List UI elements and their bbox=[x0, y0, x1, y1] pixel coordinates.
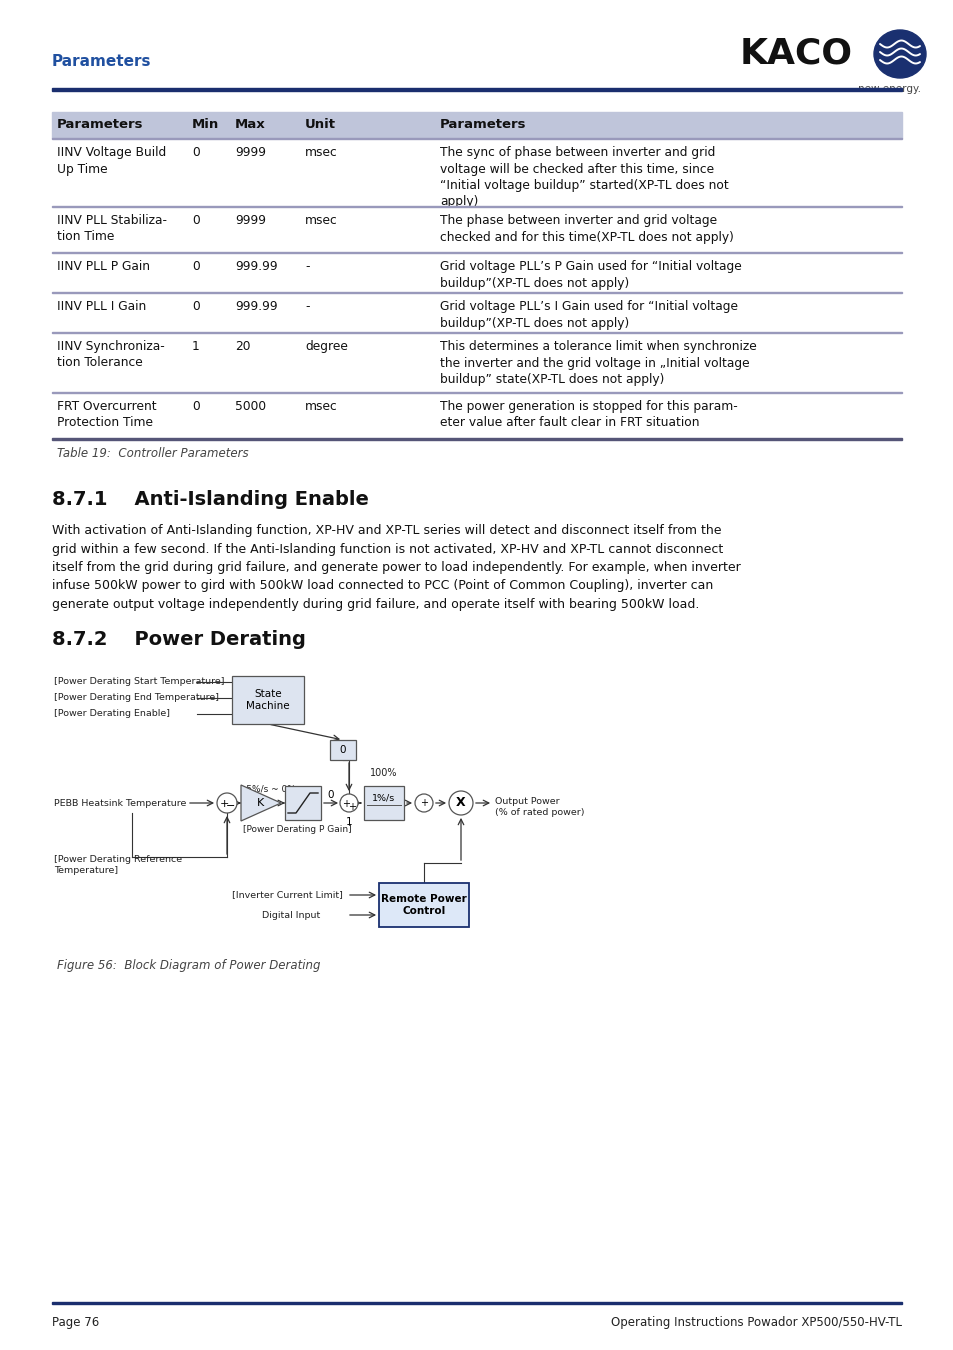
Text: 0: 0 bbox=[192, 215, 199, 227]
Text: [Power Derating P Gain]: [Power Derating P Gain] bbox=[243, 825, 352, 834]
Text: Remote Power
Control: Remote Power Control bbox=[381, 894, 466, 917]
Text: 1%/s: 1%/s bbox=[372, 794, 395, 802]
Ellipse shape bbox=[873, 30, 925, 78]
Text: 100%: 100% bbox=[370, 768, 397, 778]
Text: The power generation is stopped for this param-
eter value after fault clear in : The power generation is stopped for this… bbox=[439, 400, 737, 429]
Text: msec: msec bbox=[305, 146, 337, 159]
Text: 1: 1 bbox=[345, 817, 352, 828]
Text: +: + bbox=[219, 799, 229, 809]
Text: +: + bbox=[348, 802, 355, 811]
Text: K: K bbox=[257, 798, 264, 809]
Text: 0: 0 bbox=[192, 300, 199, 313]
Text: The sync of phase between inverter and grid
voltage will be checked after this t: The sync of phase between inverter and g… bbox=[439, 146, 728, 208]
Text: msec: msec bbox=[305, 400, 337, 413]
Text: IINV Voltage Build
Up Time: IINV Voltage Build Up Time bbox=[57, 146, 166, 176]
Text: X: X bbox=[456, 796, 465, 810]
Text: [Power Derating Enable]: [Power Derating Enable] bbox=[54, 710, 170, 718]
Circle shape bbox=[415, 794, 433, 811]
Text: Output Power
(% of rated power): Output Power (% of rated power) bbox=[495, 796, 584, 817]
Bar bbox=[285, 786, 320, 819]
Text: +: + bbox=[341, 799, 350, 809]
Polygon shape bbox=[241, 784, 281, 821]
Circle shape bbox=[339, 794, 357, 811]
Text: Table 19:  Controller Parameters: Table 19: Controller Parameters bbox=[57, 447, 249, 460]
Text: KACO: KACO bbox=[740, 36, 852, 72]
Text: 9999: 9999 bbox=[234, 146, 266, 159]
Text: 0: 0 bbox=[192, 261, 199, 273]
Text: new energy.: new energy. bbox=[857, 84, 920, 95]
Text: With activation of Anti-Islanding function, XP-HV and XP-TL series will detect a: With activation of Anti-Islanding functi… bbox=[52, 524, 740, 612]
Text: State
Machine: State Machine bbox=[246, 688, 290, 711]
Text: Max: Max bbox=[234, 119, 266, 131]
Text: -: - bbox=[305, 300, 309, 313]
Text: Parameters: Parameters bbox=[439, 119, 526, 131]
Text: Parameters: Parameters bbox=[52, 54, 152, 69]
Text: 999.99: 999.99 bbox=[234, 261, 277, 273]
Text: This determines a tolerance limit when synchronize
the inverter and the grid vol: This determines a tolerance limit when s… bbox=[439, 340, 756, 386]
Text: Unit: Unit bbox=[305, 119, 335, 131]
Text: Operating Instructions Powador XP500/550-HV-TL: Operating Instructions Powador XP500/550… bbox=[610, 1316, 901, 1328]
Text: 20: 20 bbox=[234, 340, 251, 352]
Text: 999.99: 999.99 bbox=[234, 300, 277, 313]
Text: 0: 0 bbox=[192, 400, 199, 413]
Text: 0: 0 bbox=[339, 745, 346, 755]
Text: −: − bbox=[226, 801, 235, 811]
Text: IINV Synchroniza-
tion Tolerance: IINV Synchroniza- tion Tolerance bbox=[57, 340, 165, 370]
Text: Parameters: Parameters bbox=[57, 119, 143, 131]
Text: [Inverter Current Limit]: [Inverter Current Limit] bbox=[232, 891, 342, 899]
Text: FRT Overcurrent
Protection Time: FRT Overcurrent Protection Time bbox=[57, 400, 156, 429]
Bar bbox=[232, 676, 304, 724]
Text: -: - bbox=[305, 261, 309, 273]
Bar bbox=[364, 786, 403, 819]
Text: 0: 0 bbox=[328, 790, 334, 801]
Text: IINV PLL I Gain: IINV PLL I Gain bbox=[57, 300, 146, 313]
Text: [Power Derating Reference
Temperature]: [Power Derating Reference Temperature] bbox=[54, 855, 182, 875]
Text: PEBB Heatsink Temperature: PEBB Heatsink Temperature bbox=[54, 798, 186, 807]
Text: degree: degree bbox=[305, 340, 348, 352]
Text: -5%/s ~ 0%: -5%/s ~ 0% bbox=[243, 784, 295, 792]
Text: 5000: 5000 bbox=[234, 400, 266, 413]
Bar bbox=[52, 112, 901, 138]
Bar bbox=[52, 437, 901, 440]
Text: 8.7.2    Power Derating: 8.7.2 Power Derating bbox=[52, 630, 306, 649]
Text: Min: Min bbox=[192, 119, 219, 131]
Text: The phase between inverter and grid voltage
checked and for this time(XP-TL does: The phase between inverter and grid volt… bbox=[439, 215, 733, 243]
Text: Digital Input: Digital Input bbox=[262, 910, 320, 919]
Text: 8.7.1    Anti-Islanding Enable: 8.7.1 Anti-Islanding Enable bbox=[52, 490, 369, 509]
Text: [Power Derating End Temperature]: [Power Derating End Temperature] bbox=[54, 694, 219, 702]
Bar bbox=[52, 88, 901, 90]
Bar bbox=[52, 1301, 901, 1304]
Text: Figure 56:  Block Diagram of Power Derating: Figure 56: Block Diagram of Power Derati… bbox=[57, 958, 320, 972]
Text: IINV PLL P Gain: IINV PLL P Gain bbox=[57, 261, 150, 273]
Text: Page 76: Page 76 bbox=[52, 1316, 99, 1328]
Bar bbox=[330, 740, 355, 760]
Circle shape bbox=[216, 792, 236, 813]
Text: 0: 0 bbox=[192, 146, 199, 159]
Circle shape bbox=[449, 791, 473, 815]
Text: msec: msec bbox=[305, 215, 337, 227]
Text: Grid voltage PLL’s P Gain used for “Initial voltage
buildup”(XP-TL does not appl: Grid voltage PLL’s P Gain used for “Init… bbox=[439, 261, 741, 289]
Bar bbox=[378, 883, 469, 927]
Text: [Power Derating Start Temperature]: [Power Derating Start Temperature] bbox=[54, 678, 224, 687]
Text: +: + bbox=[419, 798, 428, 809]
Text: 9999: 9999 bbox=[234, 215, 266, 227]
Text: 1: 1 bbox=[192, 340, 199, 352]
Text: IINV PLL Stabiliza-
tion Time: IINV PLL Stabiliza- tion Time bbox=[57, 215, 167, 243]
Text: Grid voltage PLL’s I Gain used for “Initial voltage
buildup”(XP-TL does not appl: Grid voltage PLL’s I Gain used for “Init… bbox=[439, 300, 738, 329]
